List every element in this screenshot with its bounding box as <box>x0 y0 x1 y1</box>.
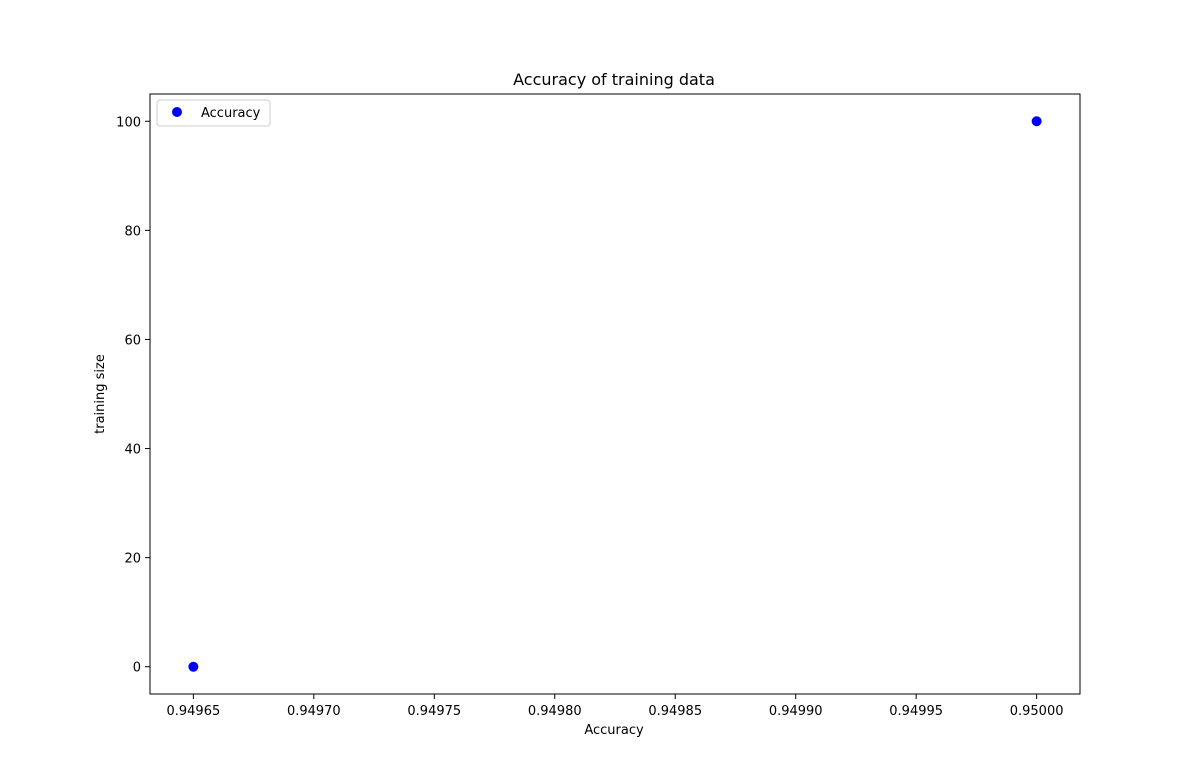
y-tick-label: 60 <box>124 333 141 348</box>
y-axis-label: training size <box>93 354 108 434</box>
plot-area: 0.94965 0.94970 0.94975 0.94980 0.94985 0.949… <box>116 93 1081 719</box>
x-axis-label: Accuracy <box>584 723 644 738</box>
data-points <box>188 116 1042 672</box>
x-tick-label: 0.94965 <box>166 704 220 719</box>
y-tick-label: 100 <box>116 115 141 130</box>
chart-title: Accuracy of training data <box>513 70 715 89</box>
x-tick-label: 0.94995 <box>889 704 943 719</box>
x-tick-label: 0.95000 <box>1010 704 1064 719</box>
y-tick-label: 80 <box>124 224 141 239</box>
y-tick-label: 0 <box>133 661 141 676</box>
x-tick-label: 0.94985 <box>648 704 702 719</box>
y-tick-label: 20 <box>124 552 141 567</box>
x-tick-label: 0.94990 <box>769 704 823 719</box>
legend-label-accuracy: Accuracy <box>201 106 261 121</box>
legend-box <box>156 99 271 127</box>
x-axis-ticks: 0.94965 0.94970 0.94975 0.94980 0.94985 0.949… <box>166 694 1064 719</box>
data-point <box>1031 116 1042 127</box>
x-tick-label: 0.94970 <box>287 704 341 719</box>
legend-marker-accuracy <box>172 107 182 117</box>
data-point <box>188 661 199 672</box>
legend: Accuracy <box>156 99 271 127</box>
y-axis-ticks: 0 20 40 60 80 100 <box>116 115 150 676</box>
x-tick-label: 0.94975 <box>407 704 461 719</box>
y-tick-label: 40 <box>124 443 141 458</box>
x-tick-label: 0.94980 <box>528 704 582 719</box>
plot-frame <box>149 93 1081 695</box>
